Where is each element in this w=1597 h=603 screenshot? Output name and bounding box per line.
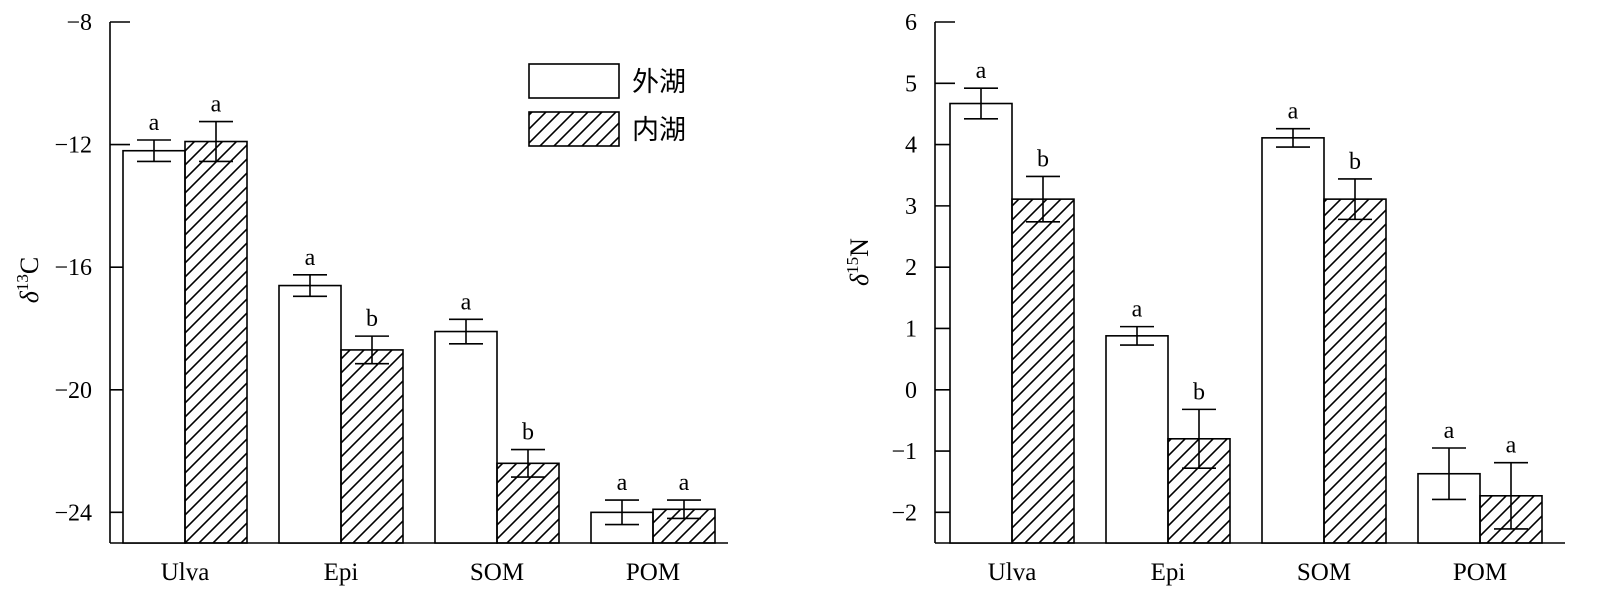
y-tick-label: 2 [905,255,917,281]
significance-label: a [617,470,628,496]
significance-label: a [211,92,222,118]
bar-epi-outer [278,284,342,544]
bar-ulva-outer [122,149,186,544]
y-tick-label: −12 [54,133,92,159]
y-tick-label: −8 [66,10,92,36]
significance-label: a [305,245,316,271]
y-tick-label: 3 [905,194,917,220]
x-tick-label: POM [626,559,680,586]
significance-label: b [1193,379,1205,405]
y-axis-label-symbol: δ [845,273,874,286]
legend-item-inner-label: 内湖 [632,115,686,146]
significance-label: b [1349,149,1361,175]
y-tick-label: 0 [905,378,917,404]
significance-label: a [149,110,160,136]
significance-label: a [976,58,987,84]
y-axis-label: δ13C [13,257,44,303]
x-tick-label: SOM [470,559,524,586]
x-tick-label: Ulva [161,559,210,586]
y-axis-label-symbol: δ [15,290,44,303]
significance-label: b [522,420,534,446]
x-tick-label: Ulva [988,559,1037,586]
significance-label: a [1132,297,1143,323]
legend-item-outer-swatch [528,63,620,99]
significance-label: a [679,470,690,496]
y-axis-label-element: N [845,238,874,257]
bar-ulva-inner [1011,198,1075,544]
y-axis-label-element: C [15,257,44,274]
y-tick-label: −1 [891,439,917,465]
significance-label: a [461,289,472,315]
y-tick-label: 5 [905,71,917,97]
significance-label: a [1288,99,1299,125]
legend-item-inner-swatch [528,111,620,147]
bar-som-outer [434,330,498,544]
bar-ulva-inner [184,140,248,544]
bar-som-inner [1323,198,1387,544]
bar-epi-outer [1105,335,1169,544]
y-tick-label: −24 [54,500,92,526]
y-tick-label: −16 [54,255,92,281]
bar-epi-inner [340,349,404,544]
significance-label: a [1506,433,1517,459]
x-tick-label: Epi [1151,559,1186,586]
legend-item-outer-label: 外湖 [632,67,686,98]
y-tick-label: 4 [905,133,917,159]
bar-som-outer [1261,137,1325,544]
y-tick-label: 1 [905,316,917,342]
y-axis-label-sup: 15 [843,257,862,274]
x-tick-label: POM [1453,559,1507,586]
bar-ulva-outer [949,102,1013,544]
x-tick-label: SOM [1297,559,1351,586]
significance-label: a [1444,418,1455,444]
y-axis-label-sup: 13 [13,274,32,291]
y-tick-label: 6 [905,10,917,36]
significance-label: b [1037,146,1049,172]
significance-label: b [366,306,378,332]
y-tick-label: −2 [891,500,917,526]
x-tick-label: Epi [324,559,359,586]
y-tick-label: −20 [54,378,92,404]
y-axis-label: δ15N [843,238,874,286]
